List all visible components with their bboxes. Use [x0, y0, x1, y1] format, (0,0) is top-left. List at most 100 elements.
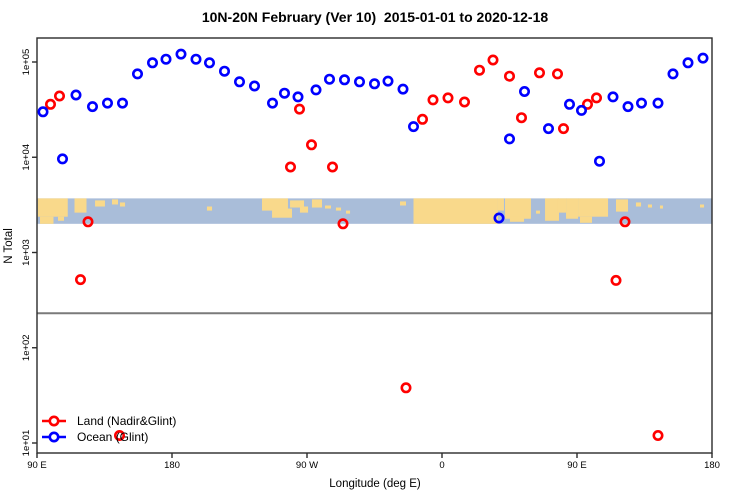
x-tick-label: 90 E — [567, 460, 587, 471]
map-land-patch — [311, 199, 322, 208]
world-map-strip — [37, 198, 712, 224]
legend-item-land: Land (Nadir&Glint) — [42, 414, 176, 428]
data-point-ocean — [70, 89, 82, 101]
data-point-ocean — [682, 57, 694, 69]
map-land-patch — [700, 204, 705, 208]
map-land-patch — [290, 200, 304, 208]
map-land-patch — [95, 200, 105, 207]
y-tick-label: 1e+04 — [21, 144, 32, 171]
map-land-patch — [578, 198, 609, 217]
data-point-ocean — [278, 87, 290, 99]
data-point-ocean — [697, 52, 709, 64]
data-point-land — [610, 274, 622, 286]
map-land-patch — [536, 210, 540, 214]
x-tick-label: 0 — [439, 460, 444, 471]
data-point-ocean — [635, 97, 647, 109]
x-tick-label: 90 E — [27, 460, 47, 471]
legend-label-ocean: Ocean (Glint) — [77, 430, 148, 444]
map-land-patch — [206, 206, 213, 211]
legend-label-land: Land (Nadir&Glint) — [77, 414, 176, 428]
data-point-land — [590, 92, 602, 104]
data-point-ocean — [87, 101, 99, 113]
legend-item-ocean: Ocean (Glint) — [42, 430, 148, 444]
data-point-ocean — [204, 57, 216, 69]
map-land-patch — [635, 202, 642, 207]
data-point-ocean — [382, 75, 394, 87]
map-land-patch — [119, 202, 126, 207]
data-point-ocean — [102, 97, 114, 109]
data-point-land — [326, 161, 338, 173]
map-land-patch — [509, 216, 525, 222]
map-land-patch — [659, 205, 663, 209]
data-point-land — [551, 68, 563, 80]
map-land-patch — [325, 205, 331, 209]
data-point-ocean — [397, 83, 409, 95]
data-point-ocean — [323, 73, 335, 85]
map-land-patch — [74, 198, 87, 213]
data-point-land — [458, 96, 470, 108]
x-tick-label: 90 W — [296, 460, 318, 471]
data-point-land — [442, 92, 454, 104]
map-land-patch — [545, 198, 559, 221]
data-point-ocean — [266, 97, 278, 109]
data-point-ocean — [503, 133, 515, 145]
map-land-patch — [335, 207, 342, 211]
map-land-patch — [112, 199, 118, 205]
data-point-ocean — [622, 101, 634, 113]
y-tick-label: 1e+05 — [21, 49, 32, 76]
data-point-land — [75, 274, 87, 286]
data-point-land — [44, 98, 56, 110]
data-point-ocean — [563, 98, 575, 110]
map-land-patch — [58, 216, 64, 221]
data-point-ocean — [518, 86, 530, 98]
data-point-land — [515, 112, 527, 124]
data-point-land — [557, 123, 569, 135]
data-point-land — [427, 94, 439, 106]
data-point-ocean — [56, 153, 68, 165]
data-point-land — [82, 216, 94, 228]
map-land-patch — [497, 198, 504, 211]
map-land-patch — [413, 198, 498, 224]
data-point-land — [284, 161, 296, 173]
data-point-land — [400, 382, 412, 394]
map-land-patch — [647, 204, 652, 208]
data-point-land — [53, 90, 65, 102]
data-point-ocean — [667, 68, 679, 80]
data-point-land — [114, 429, 126, 441]
data-point-land — [337, 218, 349, 230]
y-tick-label: 1e+02 — [21, 334, 32, 361]
data-point-ocean — [542, 123, 554, 135]
map-land-patch — [40, 216, 54, 224]
data-point-ocean — [652, 97, 664, 109]
legend-marker-ocean-icon — [48, 431, 60, 443]
map-land-patch — [346, 210, 351, 214]
data-point-ocean — [234, 76, 246, 88]
data-point-ocean — [493, 212, 505, 224]
data-point-ocean — [338, 74, 350, 86]
data-point-ocean — [132, 68, 144, 80]
data-point-land — [487, 54, 499, 66]
map-land-patch — [262, 198, 288, 211]
map-land-patch — [557, 198, 567, 213]
plot-border — [36, 37, 713, 454]
map-land-patch — [505, 198, 531, 219]
data-point-land — [473, 64, 485, 76]
y-tick-label: 1e+01 — [21, 430, 32, 457]
map-land-patch — [37, 198, 68, 217]
data-point-ocean — [368, 78, 380, 90]
data-point-ocean — [37, 106, 49, 118]
data-point-land — [503, 70, 515, 82]
data-point-ocean — [593, 155, 605, 167]
x-tick-label: 180 — [164, 460, 180, 471]
data-point-land — [619, 216, 631, 228]
data-point-ocean — [607, 91, 619, 103]
map-land-patch — [272, 208, 292, 218]
axes-layer: 90 E 180 90 W 0 90 E 180 1e+01 1e+02 1e+03 1e+04 1… — [21, 37, 720, 471]
data-point-ocean — [160, 53, 172, 65]
data-point-land — [305, 139, 317, 151]
x-axis-title: Longitude (deg E) — [329, 478, 421, 490]
data-points-layer — [37, 48, 709, 441]
data-point-ocean — [147, 57, 159, 69]
data-point-land — [581, 98, 593, 110]
